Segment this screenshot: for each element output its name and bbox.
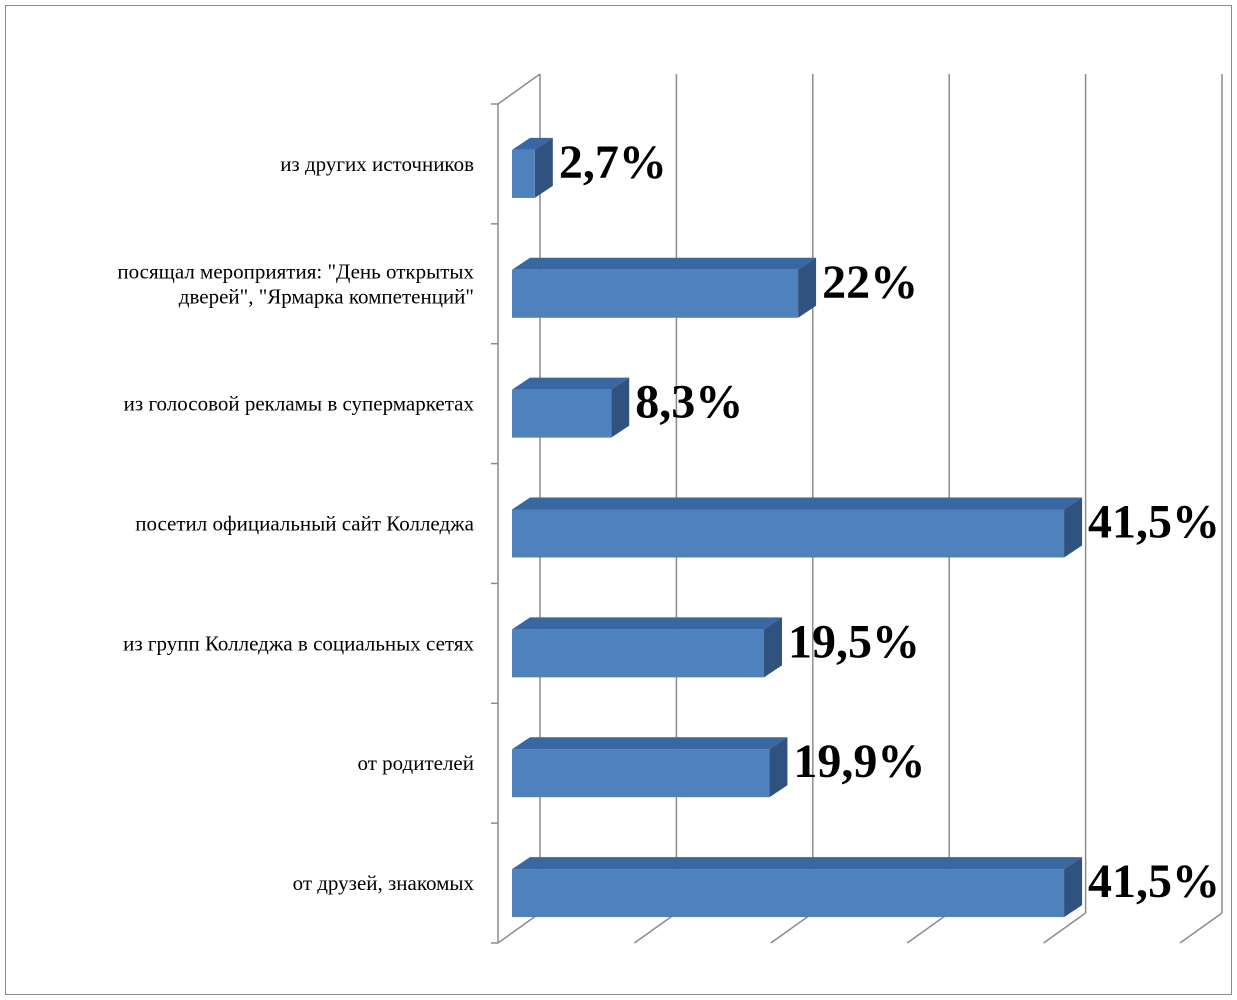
floor-gridline (633, 912, 677, 944)
bar-side (1064, 497, 1083, 558)
floor-gridline (497, 912, 541, 944)
bar-top (512, 617, 782, 630)
data-label: 8,3% (635, 376, 743, 429)
category-label: от друзей, знакомых (293, 871, 475, 895)
bar-side (611, 377, 630, 438)
bar-side (769, 737, 788, 798)
floor-gridline (906, 912, 950, 944)
bar-side (1064, 857, 1083, 918)
floor-gridline (770, 912, 814, 944)
bar-top (512, 737, 788, 750)
data-label: 22% (822, 256, 918, 309)
bar (512, 629, 764, 678)
bar-top (512, 137, 553, 150)
floor-gridline (1179, 912, 1223, 944)
data-label: 2,7% (559, 136, 667, 189)
bar (512, 269, 799, 318)
floor-gridline (1043, 912, 1087, 944)
category-label: из голосовой рекламы в супермаркетах (124, 392, 475, 416)
bar-top (512, 857, 1083, 870)
data-label: 19,5% (788, 615, 920, 668)
category-label: дверей", "Ярмарка компетенций" (179, 284, 474, 308)
category-label: из других источников (280, 152, 474, 176)
bar (512, 869, 1065, 918)
category-label: от родителей (357, 751, 474, 775)
bar-side (534, 137, 553, 198)
bar-side (763, 617, 782, 678)
bar-top (512, 497, 1083, 510)
category-label: посетил официальный сайт Колледжа (135, 512, 474, 536)
data-label: 41,5% (1088, 496, 1220, 549)
bar (512, 389, 612, 438)
bar (512, 149, 535, 198)
wall-top-edge (497, 73, 541, 105)
bar-top (512, 257, 817, 270)
bar-top (512, 377, 630, 390)
bar (512, 749, 770, 798)
category-label: посящал мероприятия: "День открытых (117, 259, 474, 283)
bar-side (798, 257, 817, 318)
data-label: 19,9% (793, 735, 925, 788)
category-label: из групп Колледжа в социальных сетях (123, 631, 474, 655)
data-label: 41,5% (1088, 855, 1220, 908)
bar (512, 509, 1065, 558)
